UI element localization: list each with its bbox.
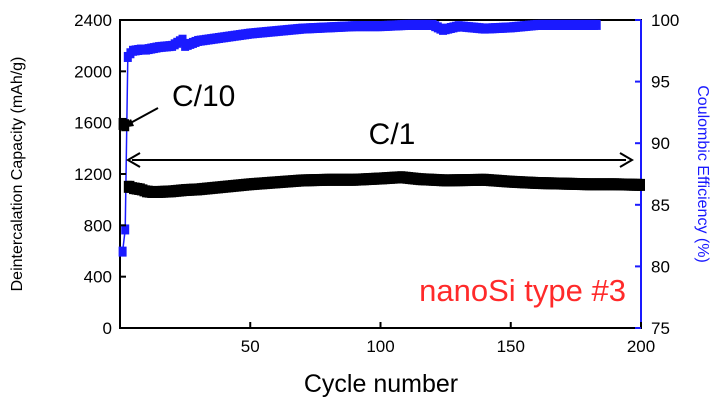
left-tick-label: 1600 (74, 114, 112, 133)
left-tick-label: 0 (103, 319, 112, 338)
right-tick-label: 85 (651, 196, 670, 215)
x-tick-label: 50 (241, 337, 260, 356)
sample-label: nanoSi type #3 (419, 273, 626, 308)
right-tick-label: 75 (651, 319, 670, 338)
capacity-series (118, 117, 645, 198)
right-tick-label: 100 (651, 11, 679, 30)
x-tick-label: 200 (627, 337, 655, 356)
x-axis-ticks: 50 100 150 200 (241, 322, 655, 356)
x-tick-label: 100 (366, 337, 394, 356)
efficiency-series (118, 19, 601, 257)
right-tick-label: 80 (651, 257, 670, 276)
left-tick-label: 400 (84, 268, 112, 287)
right-tick-label: 90 (651, 134, 670, 153)
efficiency-point (592, 19, 601, 30)
c1-annotation: C/1 (369, 118, 416, 151)
right-axis-ticks: 75 80 85 90 95 100 (635, 11, 679, 338)
efficiency-point (178, 34, 187, 45)
x-axis-title: Cycle number (304, 370, 458, 398)
c1-left-arrowhead (126, 152, 141, 168)
c10-pointer-arrowhead (121, 119, 134, 128)
left-tick-label: 1200 (74, 165, 112, 184)
right-axis-title: Coulombic Efficiency (%) (694, 85, 711, 263)
left-axis-ticks: 0 400 800 1200 1600 2000 2400 (74, 11, 126, 338)
efficiency-point (121, 224, 130, 235)
left-tick-label: 2000 (74, 62, 112, 81)
left-tick-label: 2400 (74, 11, 112, 30)
left-tick-label: 800 (84, 216, 112, 235)
efficiency-point (118, 246, 127, 257)
c10-annotation: C/10 (172, 80, 235, 113)
c1-right-arrowhead (619, 152, 634, 168)
capacity-point (637, 178, 645, 191)
right-tick-label: 95 (651, 73, 670, 92)
x-tick-label: 150 (497, 337, 525, 356)
left-axis-title: Deintercalation Capacity (mAh/g) (9, 57, 26, 292)
efficiency-connector (121, 52, 132, 252)
